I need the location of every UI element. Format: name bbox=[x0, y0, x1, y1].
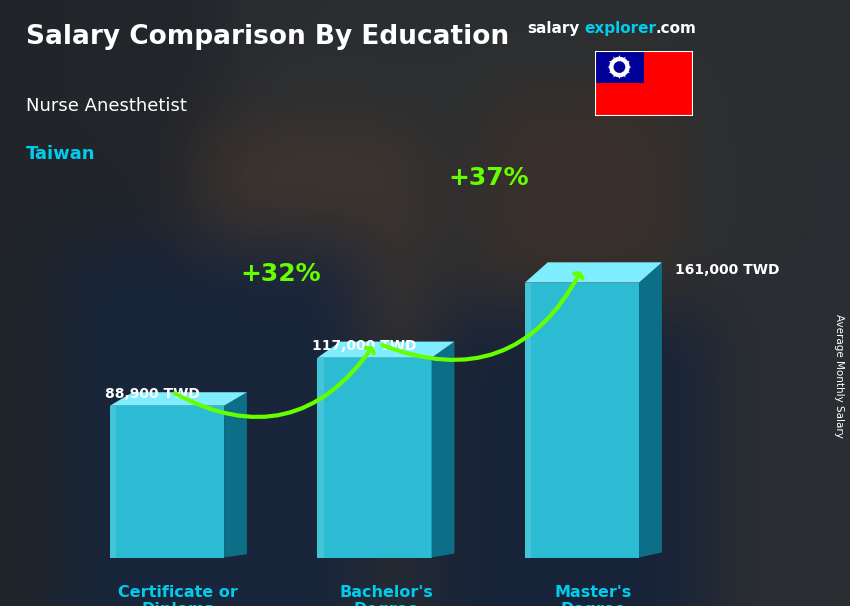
Polygon shape bbox=[317, 358, 432, 558]
Text: 117,000 TWD: 117,000 TWD bbox=[312, 339, 416, 353]
Text: Taiwan: Taiwan bbox=[26, 145, 95, 164]
Circle shape bbox=[614, 61, 626, 73]
Polygon shape bbox=[621, 73, 626, 78]
Text: 161,000 TWD: 161,000 TWD bbox=[676, 264, 779, 278]
Polygon shape bbox=[614, 56, 617, 61]
Polygon shape bbox=[525, 262, 662, 282]
Polygon shape bbox=[110, 392, 246, 405]
Polygon shape bbox=[639, 262, 662, 558]
Polygon shape bbox=[432, 342, 455, 558]
Text: +37%: +37% bbox=[448, 166, 529, 190]
Polygon shape bbox=[609, 69, 614, 73]
Polygon shape bbox=[317, 342, 455, 358]
Text: .com: .com bbox=[655, 21, 696, 36]
Polygon shape bbox=[110, 405, 116, 558]
Bar bbox=[595, 51, 644, 84]
Polygon shape bbox=[224, 392, 246, 558]
Text: Bachelor's
Degree: Bachelor's Degree bbox=[339, 585, 433, 606]
Text: Average Monthly Salary: Average Monthly Salary bbox=[834, 314, 844, 438]
Text: 88,900 TWD: 88,900 TWD bbox=[105, 387, 200, 401]
Polygon shape bbox=[525, 282, 531, 558]
Text: salary: salary bbox=[527, 21, 580, 36]
Polygon shape bbox=[609, 61, 614, 65]
Circle shape bbox=[609, 57, 630, 78]
Polygon shape bbox=[317, 358, 324, 558]
Text: Master's
Degree: Master's Degree bbox=[555, 585, 632, 606]
Polygon shape bbox=[618, 55, 621, 59]
Text: Nurse Anesthetist: Nurse Anesthetist bbox=[26, 97, 186, 115]
Polygon shape bbox=[625, 61, 630, 65]
Text: +32%: +32% bbox=[241, 262, 321, 286]
Polygon shape bbox=[618, 75, 621, 79]
Text: Certificate or
Diploma: Certificate or Diploma bbox=[118, 585, 238, 606]
Polygon shape bbox=[625, 69, 630, 73]
Polygon shape bbox=[626, 65, 632, 68]
Text: Salary Comparison By Education: Salary Comparison By Education bbox=[26, 24, 508, 50]
Polygon shape bbox=[525, 282, 639, 558]
Polygon shape bbox=[614, 73, 617, 78]
Polygon shape bbox=[621, 56, 626, 61]
Polygon shape bbox=[110, 405, 224, 558]
Polygon shape bbox=[608, 65, 612, 68]
Text: explorer: explorer bbox=[585, 21, 657, 36]
